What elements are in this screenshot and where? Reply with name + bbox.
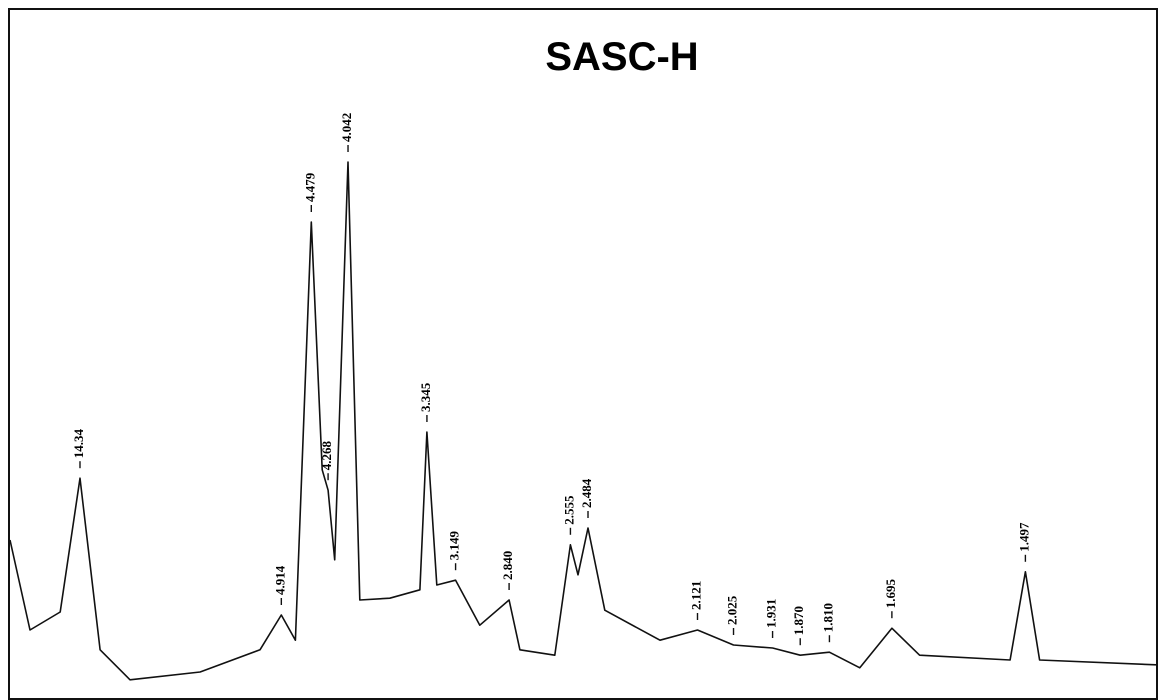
annotation-label: 3.345 <box>418 382 433 412</box>
annotation-label: 1.695 <box>883 578 898 608</box>
annotation-label: 3.149 <box>447 530 462 560</box>
annotation-label: 1.497 <box>1016 522 1031 552</box>
chart-title: SASC-H <box>545 35 698 79</box>
annotation-label: 2.484 <box>579 478 594 508</box>
annotation-label: 4.268 <box>319 440 334 470</box>
annotation-label: 2.025 <box>725 595 740 625</box>
annotation-label: 1.931 <box>764 599 779 628</box>
annotation-label: 2.121 <box>688 581 703 610</box>
annotation-label: 2.840 <box>500 551 515 580</box>
annotation-label: 14.34 <box>71 428 86 458</box>
annotation-label: 1.810 <box>820 603 835 632</box>
diffraction-trace <box>9 161 1157 681</box>
frame <box>8 8 1158 700</box>
annotation-label: 1.870 <box>791 606 806 635</box>
annotation-label: 4.914 <box>272 565 287 595</box>
annotation-label: 2.555 <box>561 495 576 525</box>
annotation-label: 4.042 <box>339 113 354 142</box>
annotation-label: 4.479 <box>302 172 317 202</box>
